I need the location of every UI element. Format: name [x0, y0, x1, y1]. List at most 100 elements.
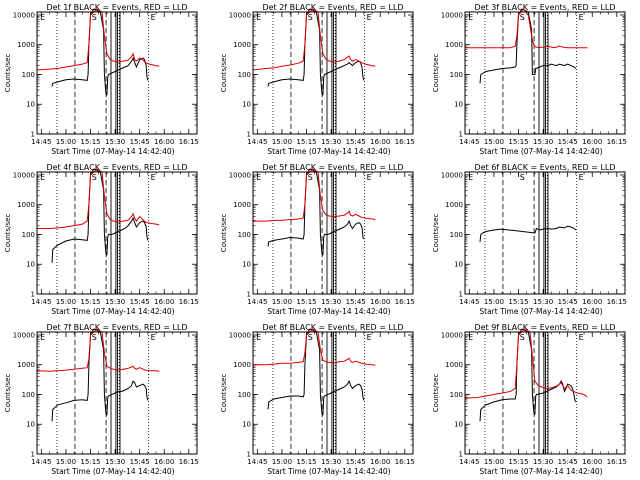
y-tick-label: 100: [22, 231, 35, 239]
x-tick-label: 16:15: [607, 298, 627, 306]
y-tick-label: 10: [454, 101, 463, 109]
panel-title: Det 6f BLACK = Events, RED = LLD: [474, 163, 615, 172]
y-tick-label: 10000: [441, 11, 463, 19]
y-tick-label: 10000: [229, 331, 251, 339]
y-tick-label: 10: [242, 421, 251, 429]
annotation-letter: E: [256, 173, 261, 182]
y-tick-label: 10: [242, 261, 251, 269]
x-tick-label: 14:45: [247, 458, 267, 466]
x-tick-label: 16:15: [179, 298, 199, 306]
panel-title: Det 2f BLACK = Events, RED = LLD: [262, 3, 403, 12]
x-tick-label: 14:45: [459, 458, 479, 466]
x-tick-label: 15:30: [105, 458, 125, 466]
panel-title: Det 5f BLACK = Events, RED = LLD: [262, 163, 403, 172]
x-tick-label: 15:00: [272, 458, 292, 466]
y-tick-label: 10000: [229, 11, 251, 19]
x-tick-label: 15:45: [130, 298, 150, 306]
x-tick-label: 16:00: [154, 298, 174, 306]
annotation-letter: S: [520, 13, 525, 22]
x-axis-label: Start Time (07-May-14 14:42:40): [51, 307, 174, 316]
annotation-letter: S: [92, 173, 97, 182]
annotation-letter: E: [256, 333, 261, 342]
x-axis-label: Start Time (07-May-14 14:42:40): [267, 467, 390, 476]
y-tick-label: 10000: [441, 171, 463, 179]
y-tick-label: 10: [26, 101, 35, 109]
plot-frame: [252, 331, 414, 455]
y-axis-label: Counts/sec: [220, 54, 228, 93]
panel-title: Det 7f BLACK = Events, RED = LLD: [46, 323, 187, 332]
plot-frame: [36, 171, 198, 295]
plot-frame: [252, 171, 414, 295]
x-tick-label: 15:15: [80, 138, 100, 146]
x-tick-label: 16:00: [370, 138, 390, 146]
x-tick-label: 15:15: [80, 298, 100, 306]
series-events-line: [479, 225, 577, 242]
y-tick-label: 1: [459, 131, 463, 139]
annotation-letter: E: [40, 173, 45, 182]
panel-det2: Det 2f BLACK = Events, RED = LLD Counts/s…: [220, 3, 415, 156]
plot-frame: [252, 11, 414, 135]
annotation-letter: E: [151, 13, 156, 22]
y-tick-label: 10: [454, 261, 463, 269]
y-tick-label: 10000: [441, 331, 463, 339]
x-tick-label: 15:45: [130, 138, 150, 146]
x-axis-label: Start Time (07-May-14 14:42:40): [267, 147, 390, 156]
y-tick-label: 1000: [445, 361, 463, 369]
x-tick-label: 14:45: [459, 138, 479, 146]
y-tick-label: 1: [247, 131, 251, 139]
x-tick-label: 14:45: [31, 298, 51, 306]
x-tick-label: 16:00: [154, 138, 174, 146]
x-tick-label: 14:45: [247, 138, 267, 146]
y-tick-label: 1: [247, 451, 251, 459]
annotation-letter: E: [40, 333, 45, 342]
y-tick-label: 100: [450, 391, 463, 399]
x-tick-label: 15:30: [321, 458, 341, 466]
y-tick-label: 1000: [233, 41, 251, 49]
y-tick-label: 1: [31, 451, 35, 459]
y-tick-label: 10: [26, 421, 35, 429]
x-tick-label: 15:30: [105, 138, 125, 146]
panel-title: Det 1f BLACK = Events, RED = LLD: [46, 3, 187, 12]
x-tick-label: 16:00: [582, 458, 602, 466]
y-tick-label: 1000: [445, 201, 463, 209]
x-tick-label: 15:15: [80, 458, 100, 466]
plot-frame: [464, 331, 626, 455]
y-tick-label: 100: [450, 231, 463, 239]
annotation-letter: E: [367, 173, 372, 182]
series-lld-line: [465, 328, 588, 399]
y-axis-label: Counts/sec: [432, 214, 440, 253]
y-tick-label: 1000: [17, 41, 35, 49]
x-tick-label: 14:45: [247, 298, 267, 306]
annotation-letter: E: [579, 173, 584, 182]
panel-det5: Det 5f BLACK = Events, RED = LLD Counts/s…: [220, 163, 415, 316]
x-tick-label: 16:00: [582, 298, 602, 306]
panel-det3: Det 3f BLACK = Events, RED = LLD Counts/s…: [432, 3, 627, 156]
series-lld-line: [37, 168, 160, 229]
x-tick-label: 15:30: [533, 458, 553, 466]
series-events-line: [267, 328, 365, 416]
annotation-letter: E: [579, 13, 584, 22]
x-tick-label: 15:00: [56, 298, 76, 306]
y-tick-label: 1000: [17, 201, 35, 209]
series-lld-line: [37, 328, 160, 372]
x-tick-label: 16:00: [582, 138, 602, 146]
x-tick-label: 16:15: [607, 458, 627, 466]
annotation-letter: S: [92, 333, 97, 342]
y-axis-label: Counts/sec: [220, 214, 228, 253]
x-tick-label: 15:45: [558, 458, 578, 466]
panel-det7: Det 7f BLACK = Events, RED = LLD Counts/s…: [4, 323, 199, 476]
x-tick-label: 15:45: [130, 458, 150, 466]
y-tick-label: 1000: [233, 201, 251, 209]
series-events-line: [51, 168, 149, 263]
annotation-letter: S: [520, 173, 525, 182]
x-tick-label: 15:45: [346, 298, 366, 306]
plot-frame: [464, 11, 626, 135]
series-events-line: [267, 168, 365, 256]
y-tick-label: 1: [459, 451, 463, 459]
y-tick-label: 10000: [13, 331, 35, 339]
x-tick-label: 16:15: [395, 458, 415, 466]
series-events-line: [51, 8, 149, 96]
x-axis-label: Start Time (07-May-14 14:42:40): [51, 147, 174, 156]
y-tick-label: 100: [238, 231, 251, 239]
